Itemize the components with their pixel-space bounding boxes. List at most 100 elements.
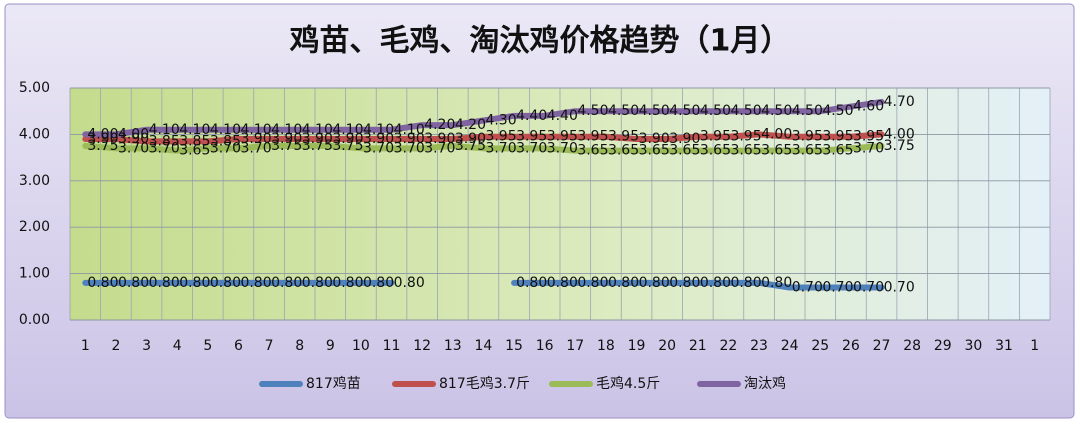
data-label: 0.80 xyxy=(547,275,578,291)
data-label: 0.80 xyxy=(669,275,700,291)
data-label: 3.75 xyxy=(87,138,118,154)
data-label: 4.10 xyxy=(149,122,180,138)
data-label: 3.90 xyxy=(332,131,363,147)
data-label: 3.90 xyxy=(87,131,118,147)
data-label: 0.80 xyxy=(700,275,731,291)
data-label: 3.95 xyxy=(853,129,884,145)
data-label: 3.95 xyxy=(700,129,731,145)
x-tick-label: 14 xyxy=(475,338,493,354)
series-line xyxy=(82,131,885,145)
series-line xyxy=(82,143,885,154)
data-label: 3.75 xyxy=(302,138,333,154)
data-label: 3.90 xyxy=(669,131,700,147)
data-label: 3.95 xyxy=(516,129,547,145)
data-label: 4.50 xyxy=(577,103,608,119)
data-label: 3.90 xyxy=(639,131,670,147)
data-label: 0.80 xyxy=(302,275,333,291)
data-label: 4.70 xyxy=(884,94,915,110)
x-tick-label: 10 xyxy=(352,338,370,354)
x-tick-label: 30 xyxy=(965,338,983,354)
data-label: 4.60 xyxy=(853,99,884,115)
data-label: 3.85 xyxy=(179,133,210,149)
x-tick-label: 7 xyxy=(265,338,274,354)
x-tick-label: 16 xyxy=(536,338,554,354)
data-label: 4.10 xyxy=(240,122,271,138)
data-label: 4.50 xyxy=(822,103,853,119)
data-label: 0.80 xyxy=(394,275,425,291)
data-label: 3.95 xyxy=(730,129,761,145)
data-label: 3.95 xyxy=(792,129,823,145)
data-label: 0.80 xyxy=(179,275,210,291)
data-label: 3.75 xyxy=(332,138,363,154)
x-tick-label: 28 xyxy=(903,338,921,354)
data-label: 3.85 xyxy=(210,133,241,149)
y-tick-label: 1.00 xyxy=(19,266,50,282)
data-label: 3.70 xyxy=(547,140,578,156)
x-tick-label: 25 xyxy=(811,338,829,354)
data-label: 3.90 xyxy=(363,131,394,147)
x-tick-label: 29 xyxy=(934,338,952,354)
data-label: 3.90 xyxy=(394,131,425,147)
data-label: 4.10 xyxy=(210,122,241,138)
x-tick-label: 20 xyxy=(658,338,676,354)
data-label: 0.80 xyxy=(87,275,118,291)
series-line xyxy=(82,98,885,138)
x-tick-label: 5 xyxy=(203,338,212,354)
x-tick-label: 1 xyxy=(1030,338,1039,354)
data-label: 3.65 xyxy=(700,143,731,159)
x-tick-label: 23 xyxy=(750,338,768,354)
data-label: 3.65 xyxy=(761,143,792,159)
data-label: 0.70 xyxy=(822,280,853,296)
data-label: 3.90 xyxy=(240,131,271,147)
data-label: 4.30 xyxy=(485,112,516,128)
data-label: 4.50 xyxy=(761,103,792,119)
data-label: 3.75 xyxy=(884,138,915,154)
data-label: 4.10 xyxy=(332,122,363,138)
data-label: 4.10 xyxy=(302,122,333,138)
data-label: 3.70 xyxy=(424,140,455,156)
x-tick-label: 26 xyxy=(842,338,860,354)
x-tick-label: 15 xyxy=(505,338,523,354)
data-label: 3.65 xyxy=(730,143,761,159)
data-label: 3.70 xyxy=(516,140,547,156)
data-label: 0.80 xyxy=(210,275,241,291)
x-tick-label: 19 xyxy=(628,338,646,354)
data-label: 4.10 xyxy=(179,122,210,138)
data-label: 0.70 xyxy=(792,280,823,296)
data-label: 0.80 xyxy=(118,275,149,291)
data-label: 3.90 xyxy=(302,131,333,147)
data-label: 0.70 xyxy=(884,280,915,296)
data-label: 3.95 xyxy=(485,129,516,145)
data-label: 3.65 xyxy=(669,143,700,159)
data-label: 3.65 xyxy=(822,143,853,159)
data-label: 4.50 xyxy=(639,103,670,119)
data-label: 4.50 xyxy=(608,103,639,119)
x-tick-label: 13 xyxy=(444,338,462,354)
data-label: 4.00 xyxy=(118,126,149,142)
data-label: 3.70 xyxy=(363,140,394,156)
data-label: 3.70 xyxy=(149,140,180,156)
y-tick-label: 0.00 xyxy=(19,312,50,328)
data-label: 4.10 xyxy=(394,122,425,138)
data-label: 0.80 xyxy=(639,275,670,291)
y-tick-label: 3.00 xyxy=(19,173,50,189)
data-label: 3.90 xyxy=(271,131,302,147)
x-tick-label: 27 xyxy=(873,338,891,354)
data-label: 3.85 xyxy=(149,133,180,149)
data-label: 4.10 xyxy=(363,122,394,138)
y-tick-label: 4.00 xyxy=(19,126,50,142)
data-label: 3.95 xyxy=(608,129,639,145)
y-tick-label: 5.00 xyxy=(19,80,50,96)
x-tick-label: 21 xyxy=(689,338,707,354)
x-tick-label: 8 xyxy=(295,338,304,354)
data-label: 3.70 xyxy=(853,140,884,156)
data-label: 4.40 xyxy=(547,108,578,124)
y-tick-label: 2.00 xyxy=(19,219,50,235)
data-label: 3.70 xyxy=(118,140,149,156)
data-label: 0.80 xyxy=(363,275,394,291)
data-label: 0.70 xyxy=(853,280,884,296)
data-label: 3.70 xyxy=(394,140,425,156)
x-tick-label: 12 xyxy=(413,338,431,354)
data-label: 3.90 xyxy=(118,131,149,147)
legend-label: 淘汰鸡 xyxy=(744,375,786,392)
